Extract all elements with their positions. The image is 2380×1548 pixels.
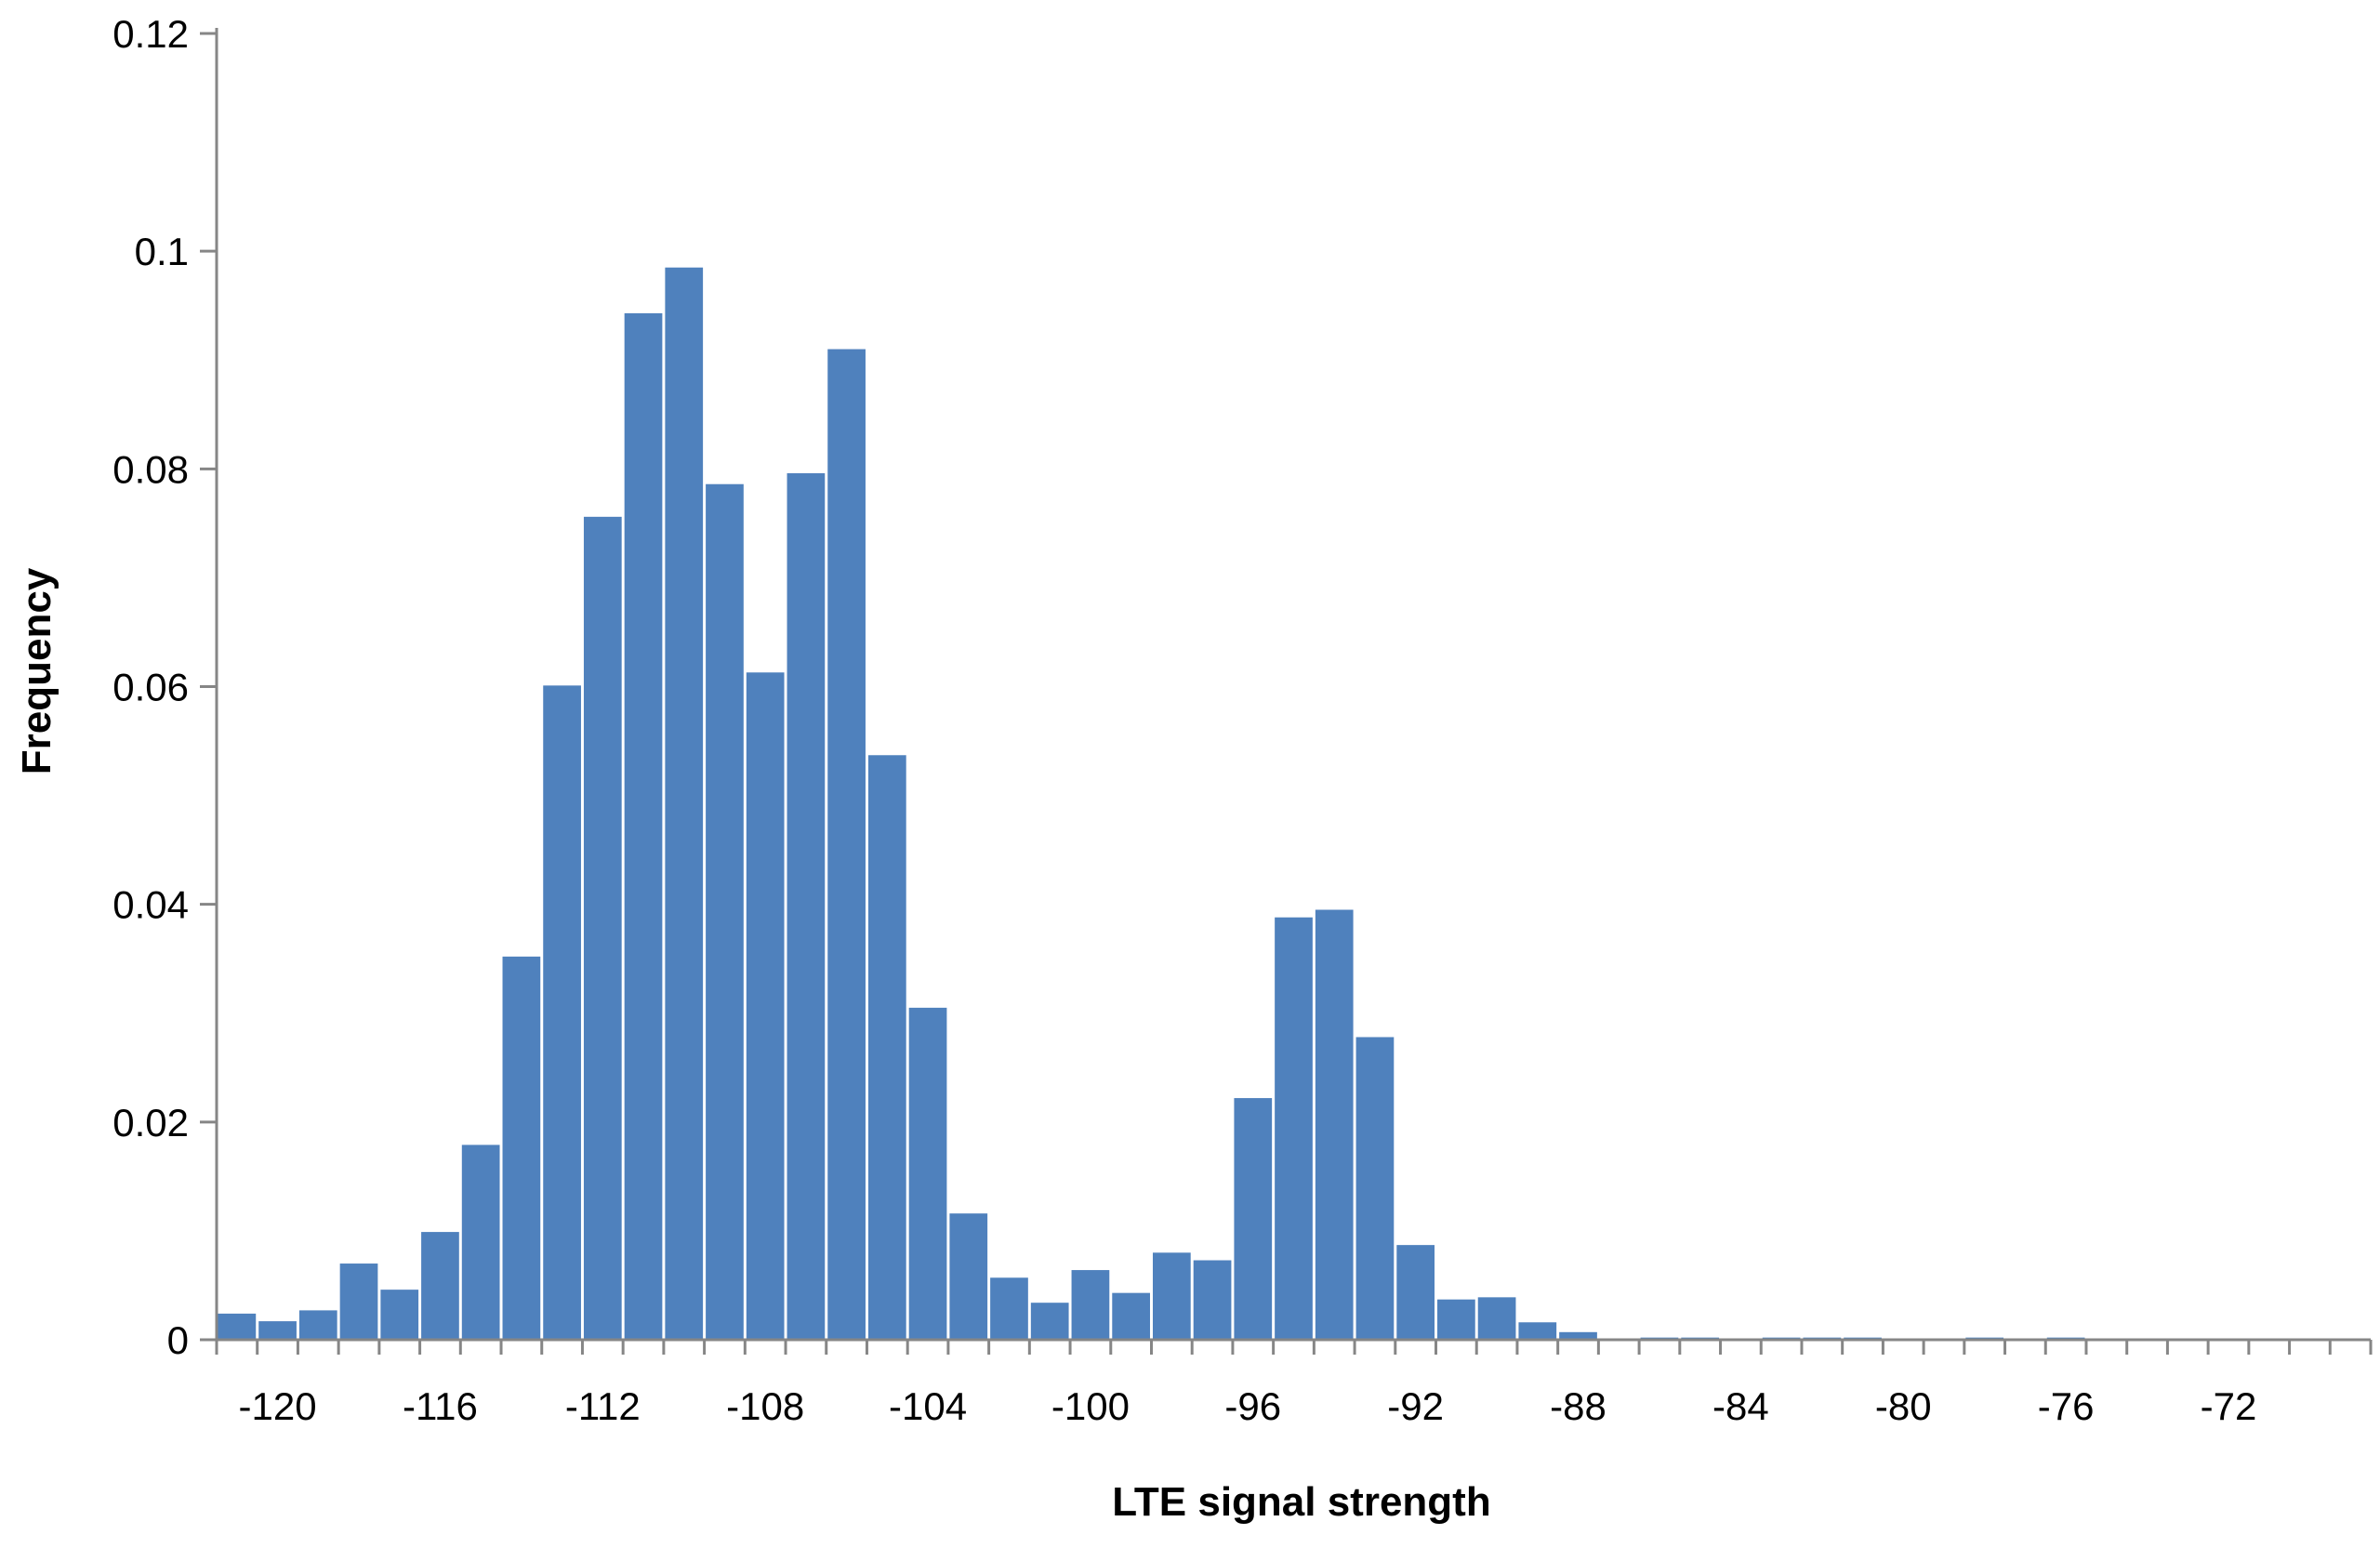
histogram-bar (746, 672, 785, 1340)
x-tick-label: -96 (1224, 1384, 1281, 1428)
x-tick-label: -104 (889, 1384, 967, 1428)
y-tick-label: 0.06 (112, 666, 189, 709)
y-tick-label: 0.12 (112, 12, 189, 56)
histogram-bar (258, 1321, 297, 1340)
y-tick-label: 0 (167, 1318, 189, 1362)
x-axis-title: LTE signal strength (1112, 1479, 1490, 1525)
y-tick-label: 0.08 (112, 447, 189, 491)
histogram-bar (624, 312, 663, 1340)
histogram-bar (298, 1310, 337, 1340)
histogram-bar (380, 1290, 419, 1340)
histogram-bar (990, 1277, 1028, 1340)
x-tick-label: -92 (1387, 1384, 1444, 1428)
histogram-bar (583, 516, 622, 1340)
histogram-bar (1437, 1299, 1475, 1340)
histogram-bar (1355, 1037, 1395, 1340)
histogram-bar (908, 1007, 947, 1340)
x-tick-label: -84 (1712, 1384, 1769, 1428)
x-tick-label: -100 (1051, 1384, 1130, 1428)
histogram-bar (218, 1313, 257, 1340)
y-tick-label: 0.04 (112, 883, 189, 927)
x-tick-label: -120 (239, 1384, 317, 1428)
bars-group (218, 267, 2370, 1341)
histogram-bar (461, 1144, 500, 1340)
y-axis: 0 0.02 0.04 0.06 0.08 0.1 0.12 (112, 12, 218, 1362)
x-tick-label: -72 (2201, 1384, 2257, 1428)
histogram-bar (421, 1232, 459, 1340)
histogram-bar (1559, 1331, 1597, 1340)
histogram-bar (867, 755, 906, 1340)
histogram-bar (1315, 909, 1354, 1340)
histogram-bar (1518, 1322, 1557, 1340)
histogram-bar (339, 1264, 378, 1340)
x-tick-label: -80 (1875, 1384, 1932, 1428)
histogram-bar (827, 349, 866, 1341)
histogram-bar (949, 1213, 988, 1340)
histogram-bar (1112, 1292, 1150, 1340)
histogram-bar (1275, 917, 1313, 1340)
histogram-bar (1030, 1303, 1069, 1340)
histogram-bar (502, 956, 541, 1340)
y-axis-title: Frequency (14, 567, 60, 774)
histogram-bar (1234, 1098, 1273, 1340)
x-tick-label: -108 (726, 1384, 804, 1428)
y-tick-label: 0.02 (112, 1101, 189, 1144)
histogram-bar (543, 685, 581, 1340)
y-tick-label: 0.1 (135, 230, 189, 273)
histogram-bar (1193, 1260, 1232, 1340)
x-axis: -120 -116 -112 -108 -104 -100 -96 -92 -88 -84 -80 -… (215, 1338, 2373, 1428)
x-tick-label: -116 (403, 1384, 478, 1428)
histogram-bar (1477, 1297, 1516, 1340)
x-tick-label: -76 (2038, 1384, 2095, 1428)
histogram-bar (1071, 1270, 1110, 1340)
x-tick-label: -112 (565, 1384, 641, 1428)
histogram-bar (787, 473, 826, 1340)
histogram-bar (1396, 1245, 1435, 1340)
histogram-bar (706, 483, 744, 1340)
histogram-bar (665, 267, 704, 1341)
x-tick-label: -88 (1550, 1384, 1606, 1428)
histogram-bar (1152, 1252, 1191, 1340)
